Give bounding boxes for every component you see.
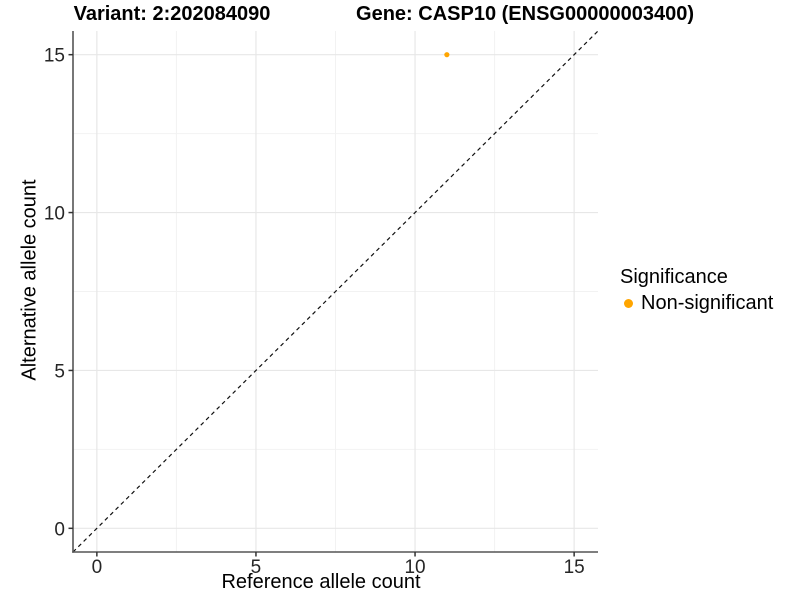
gene-title: Gene: CASP10 (ENSG00000003400) [356, 3, 694, 25]
legend-point-icon [624, 299, 633, 308]
legend-item-label: Non-significant [641, 292, 774, 314]
variant-title: Variant: 2:202084090 [73, 3, 271, 25]
legend: Significance Non-significant [620, 266, 773, 315]
x-axis-label: Reference allele count [221, 571, 421, 593]
x-tick-label: 0 [92, 557, 103, 578]
y-tick-label: 10 [44, 204, 65, 225]
x-tick-label: 15 [564, 557, 585, 578]
y-tick-label: 0 [54, 519, 65, 540]
x-tick-label: 10 [404, 557, 425, 578]
data-point [444, 52, 450, 58]
legend-item: Non-significant [620, 292, 773, 315]
y-tick-label: 15 [44, 46, 65, 67]
x-tick-label: 5 [251, 557, 262, 578]
legend-title: Significance [620, 266, 728, 288]
y-tick-label: 5 [54, 361, 65, 382]
identity-line [72, 30, 599, 553]
